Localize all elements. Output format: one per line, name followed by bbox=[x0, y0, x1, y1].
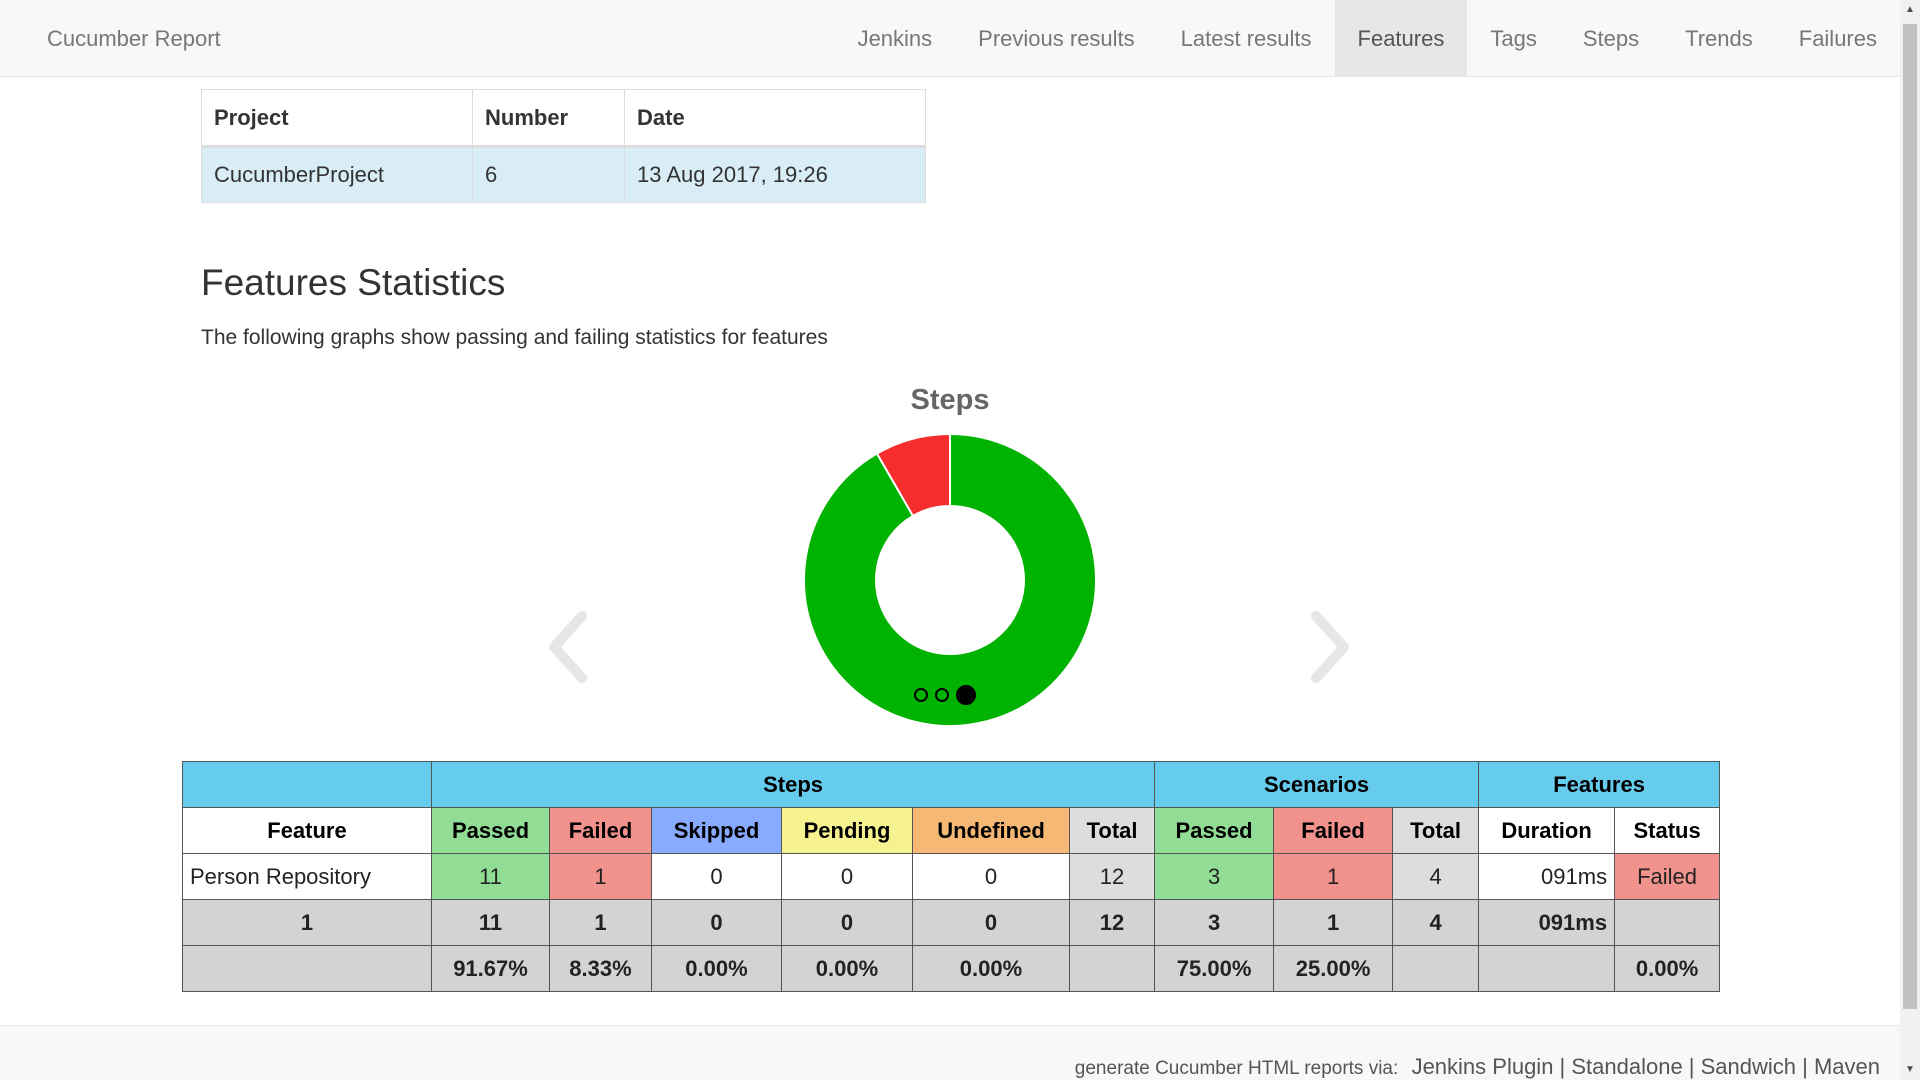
col-header-duration[interactable]: Duration bbox=[1478, 807, 1616, 854]
pct-feature-empty bbox=[182, 945, 432, 992]
scroll-down-icon[interactable]: ▼ bbox=[1905, 1064, 1915, 1075]
footer-prefix: generate Cucumber HTML reports via: bbox=[1074, 1058, 1399, 1079]
col-header-feature[interactable]: Feature bbox=[182, 807, 432, 854]
carousel-indicator-1[interactable] bbox=[914, 688, 928, 702]
col-header-scenarios-total[interactable]: Total bbox=[1392, 807, 1480, 854]
pct-scenarios-total-empty bbox=[1392, 945, 1480, 992]
cell-steps-passed: 11 bbox=[431, 853, 550, 900]
col-header-scenarios-failed[interactable]: Failed bbox=[1273, 807, 1394, 854]
pct-scenarios-passed: 75.00% bbox=[1154, 945, 1275, 992]
pct-steps-total-empty bbox=[1068, 945, 1156, 992]
total-scenarios-passed: 3 bbox=[1154, 899, 1275, 946]
col-header-steps-skipped[interactable]: Skipped bbox=[651, 807, 782, 854]
page-description: The following graphs show passing and fa… bbox=[201, 326, 828, 349]
total-scenarios-failed: 1 bbox=[1273, 899, 1394, 946]
col-header-scenarios-passed[interactable]: Passed bbox=[1154, 807, 1275, 854]
header-date: Date bbox=[624, 89, 926, 148]
top-navbar: Cucumber Report Jenkins Previous results… bbox=[0, 0, 1900, 77]
total-steps-failed: 1 bbox=[549, 899, 652, 946]
total-steps-skipped: 0 bbox=[651, 899, 782, 946]
pct-steps-failed: 8.33% bbox=[549, 945, 652, 992]
group-header-features: Features bbox=[1478, 761, 1721, 808]
total-duration: 091ms bbox=[1478, 899, 1616, 946]
cell-steps-pending: 0 bbox=[781, 853, 913, 900]
cell-steps-failed: 1 bbox=[549, 853, 652, 900]
cell-scenarios-total: 4 bbox=[1392, 853, 1480, 900]
scroll-thumb[interactable] bbox=[1903, 24, 1917, 1009]
nav-item-steps[interactable]: Steps bbox=[1582, 26, 1640, 51]
nav-item-failures[interactable]: Failures bbox=[1798, 26, 1877, 51]
pct-duration-empty bbox=[1478, 945, 1616, 992]
carousel-indicator-2[interactable] bbox=[935, 688, 949, 702]
header-project: Project bbox=[201, 89, 473, 148]
cell-steps-total: 12 bbox=[1068, 853, 1156, 900]
nav-item-features[interactable]: Features bbox=[1334, 0, 1468, 77]
pct-steps-skipped: 0.00% bbox=[651, 945, 782, 992]
total-status bbox=[1614, 899, 1721, 946]
total-features: 1 bbox=[182, 899, 432, 946]
chart-title: Steps bbox=[910, 384, 990, 416]
nav-menu: Jenkins Previous results Latest results … bbox=[835, 0, 1900, 77]
total-steps-total: 12 bbox=[1068, 899, 1156, 946]
pct-steps-passed: 91.67% bbox=[431, 945, 550, 992]
col-header-steps-pending[interactable]: Pending bbox=[781, 807, 913, 854]
col-header-steps-passed[interactable]: Passed bbox=[431, 807, 550, 854]
footer-links[interactable]: Jenkins Plugin | Standalone | Sandwich |… bbox=[1411, 1054, 1880, 1079]
group-header-empty bbox=[182, 761, 432, 808]
total-scenarios-total: 4 bbox=[1392, 899, 1480, 946]
cell-duration: 091ms bbox=[1478, 853, 1616, 900]
pct-steps-pending: 0.00% bbox=[781, 945, 913, 992]
nav-item-latest-results[interactable]: Latest results bbox=[1180, 26, 1312, 51]
build-info-table: Project Number Date CucumberProject 6 13… bbox=[201, 89, 926, 203]
carousel-indicator-3[interactable] bbox=[956, 685, 976, 705]
group-header-scenarios: Scenarios bbox=[1154, 761, 1480, 808]
slice-passed[interactable] bbox=[803, 432, 1097, 727]
feature-link-person-repository[interactable]: Person Repository bbox=[182, 853, 432, 900]
pct-status: 0.00% bbox=[1614, 945, 1721, 992]
cell-steps-undefined: 0 bbox=[912, 853, 1070, 900]
features-stats-table: Steps Scenarios Features Feature Passed … bbox=[182, 761, 1721, 992]
pct-steps-undefined: 0.00% bbox=[912, 945, 1070, 992]
build-number: 6 bbox=[472, 146, 625, 203]
cell-scenarios-passed: 3 bbox=[1154, 853, 1275, 900]
nav-item-tags[interactable]: Tags bbox=[1490, 26, 1537, 51]
nav-item-jenkins[interactable]: Jenkins bbox=[857, 26, 933, 51]
project-name: CucumberProject bbox=[201, 146, 473, 203]
scroll-up-icon[interactable]: ▲ bbox=[1905, 4, 1915, 15]
carousel-next-icon[interactable] bbox=[1308, 610, 1354, 689]
pct-scenarios-failed: 25.00% bbox=[1273, 945, 1394, 992]
percentages-row: 91.67% 8.33% 0.00% 0.00% 0.00% 75.00% 25… bbox=[182, 945, 1721, 992]
col-header-steps-undefined[interactable]: Undefined bbox=[912, 807, 1070, 854]
steps-donut-chart bbox=[803, 432, 1097, 727]
total-steps-passed: 11 bbox=[431, 899, 550, 946]
page-title: Features Statistics bbox=[201, 262, 506, 303]
col-header-steps-total[interactable]: Total bbox=[1068, 807, 1156, 854]
nav-item-previous-results[interactable]: Previous results bbox=[978, 26, 1135, 51]
totals-row: 1 11 1 0 0 0 12 3 1 4 091ms bbox=[182, 899, 1721, 946]
cell-status: Failed bbox=[1614, 853, 1721, 900]
build-info-row: CucumberProject 6 13 Aug 2017, 19:26 bbox=[201, 146, 926, 203]
brand-link[interactable]: Cucumber Report bbox=[47, 26, 221, 51]
nav-item-trends[interactable]: Trends bbox=[1685, 26, 1753, 51]
cell-scenarios-failed: 1 bbox=[1273, 853, 1394, 900]
carousel-prev-icon[interactable] bbox=[544, 610, 590, 689]
slice-failed[interactable] bbox=[875, 432, 951, 518]
header-number: Number bbox=[472, 89, 625, 148]
col-header-status[interactable]: Status bbox=[1614, 807, 1721, 854]
page-footer: generate Cucumber HTML reports via: Jenk… bbox=[0, 1025, 1900, 1080]
build-date: 13 Aug 2017, 19:26 bbox=[624, 146, 926, 203]
group-header-steps: Steps bbox=[430, 761, 1156, 808]
page-scrollbar[interactable]: ▲ ▼ bbox=[1900, 0, 1920, 1080]
table-row: Person Repository 11 1 0 0 0 12 3 1 4 09… bbox=[182, 853, 1721, 900]
total-steps-pending: 0 bbox=[781, 899, 913, 946]
footer-text: generate Cucumber HTML reports via: Jenk… bbox=[1075, 1054, 1880, 1080]
carousel-indicators bbox=[914, 685, 976, 705]
total-steps-undefined: 0 bbox=[912, 899, 1070, 946]
cell-steps-skipped: 0 bbox=[651, 853, 782, 900]
col-header-steps-failed[interactable]: Failed bbox=[549, 807, 652, 854]
